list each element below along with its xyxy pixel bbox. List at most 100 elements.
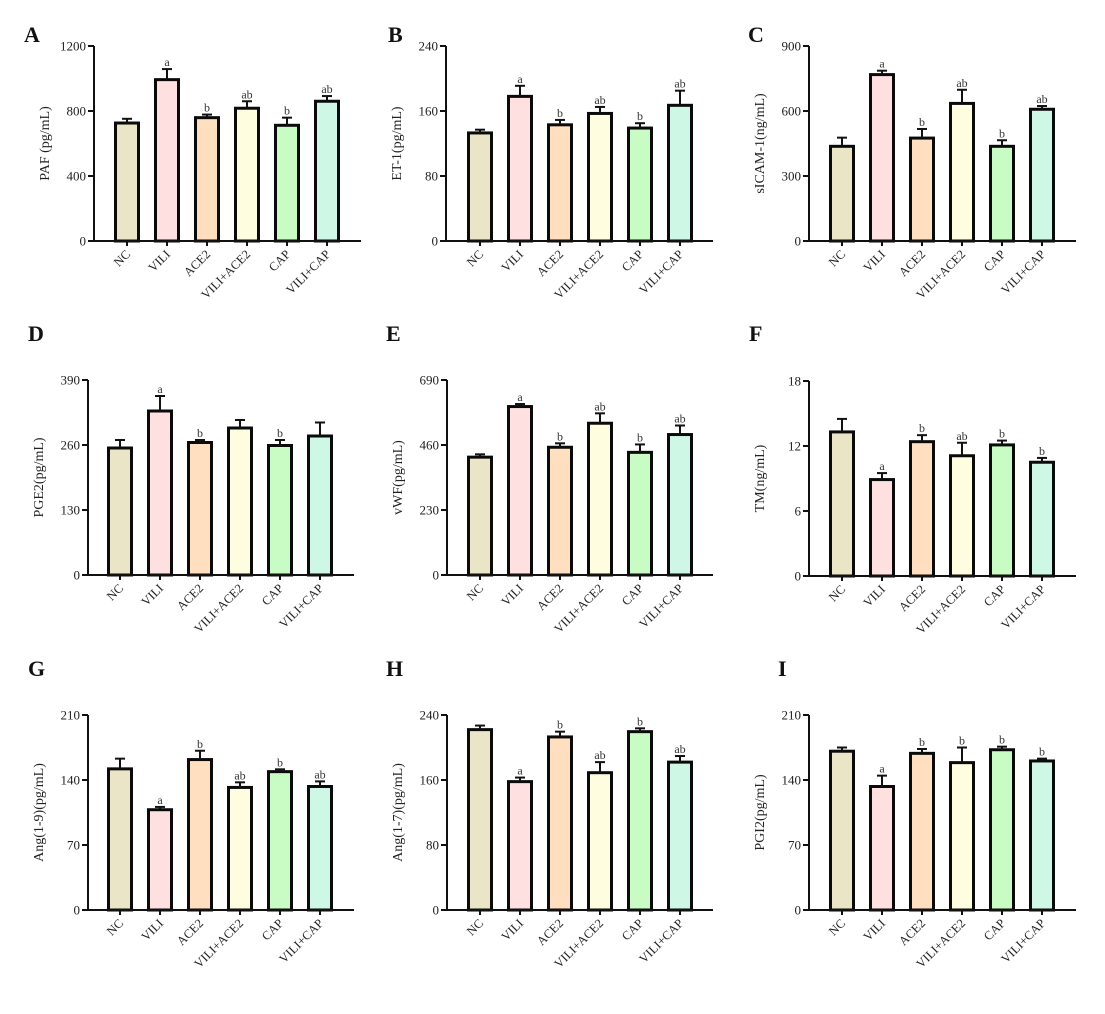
- bar-nc: [467, 131, 493, 243]
- panel-letter: E: [386, 321, 401, 346]
- y-tick-label: 0: [795, 903, 802, 918]
- panel-e: EvWF(pg/mL)NCaVILIbACE2abVILI+ACE2bCAPab…: [386, 321, 713, 636]
- significance-label: a: [157, 793, 163, 807]
- x-tick-label: CAP: [266, 247, 293, 274]
- y-tick-label: 390: [61, 373, 81, 388]
- x-tick-label: VILI: [861, 916, 889, 944]
- panel-d: DPGE2(pg/mL)NCaVILIbACE2VILI+ACE2bCAPVIL…: [28, 321, 354, 636]
- x-tick-label: NC: [111, 247, 133, 269]
- y-tick-label: 460: [420, 438, 440, 453]
- significance-label: b: [959, 734, 965, 748]
- significance-label: ab: [956, 429, 967, 443]
- significance-label: ab: [1036, 92, 1047, 106]
- x-tick-label: CAP: [259, 916, 286, 943]
- significance-label: b: [277, 426, 283, 440]
- y-tick-label: 140: [61, 773, 81, 788]
- x-tick-label: NC: [464, 916, 486, 938]
- panel-i: IPGI2(pg/mL)NCaVILIbACE2bVILI+ACE2bCAPbV…: [753, 656, 1076, 971]
- y-tick-label: 900: [782, 39, 802, 54]
- panel-letter: G: [28, 656, 45, 681]
- y-tick-label: 18: [788, 374, 801, 389]
- significance-label: b: [919, 421, 925, 435]
- y-axis-title: PGE2(pg/mL): [32, 437, 47, 517]
- bar-vili: [507, 780, 533, 912]
- x-tick-label: ACE2: [534, 916, 566, 948]
- panel-letter: A: [24, 22, 40, 47]
- y-tick-label: 600: [782, 104, 802, 119]
- y-axis-title: Ang(1-9)(pg/mL): [32, 763, 47, 862]
- bar-cap: [627, 450, 653, 577]
- y-tick-label: 0: [80, 234, 87, 249]
- x-tick-label: NC: [826, 582, 848, 604]
- y-tick-label: 210: [61, 708, 81, 723]
- x-tick-label: ACE2: [174, 916, 206, 948]
- y-tick-label: 80: [425, 169, 438, 184]
- bar-vili-plus-ace2: [587, 771, 613, 912]
- bar-cap: [989, 144, 1015, 243]
- y-axis-title: sICAM-1(ng/mL): [753, 93, 768, 194]
- significance-label: a: [157, 382, 163, 396]
- significance-label: b: [637, 109, 643, 123]
- x-tick-label: CAP: [619, 247, 646, 274]
- x-tick-label: CAP: [981, 916, 1008, 943]
- y-tick-label: 160: [420, 773, 440, 788]
- y-tick-label: 160: [419, 104, 439, 119]
- y-tick-label: 690: [420, 373, 440, 388]
- x-tick-label: ACE2: [896, 247, 928, 279]
- bar-ace2: [194, 116, 220, 243]
- bar-vili-plus-ace2: [949, 454, 975, 578]
- y-tick-label: 0: [795, 569, 802, 584]
- x-tick-label: VILI: [146, 247, 174, 275]
- significance-label: ab: [594, 748, 605, 762]
- x-tick-label: VILI: [499, 247, 527, 275]
- x-tick-label: ACE2: [534, 581, 566, 613]
- bar-ace2: [547, 735, 573, 912]
- bar-vili: [507, 405, 533, 577]
- y-tick-label: 260: [61, 438, 81, 453]
- x-tick-label: NC: [464, 247, 486, 269]
- panel-letter: C: [748, 22, 764, 47]
- panel-g: GAng(1-9)(pg/mL)NCaVILIbACE2abVILI+ACE2b…: [28, 656, 354, 971]
- bar-vili-plus-ace2: [234, 106, 260, 243]
- bar-nc: [114, 121, 140, 243]
- bar-vili-plus-ace2: [587, 421, 613, 577]
- bar-ace2: [547, 123, 573, 243]
- significance-label: b: [197, 737, 203, 751]
- x-tick-label: VILI: [139, 916, 167, 944]
- significance-label: ab: [674, 742, 685, 756]
- y-tick-label: 140: [782, 773, 802, 788]
- bar-vili-plus-cap: [667, 433, 693, 577]
- significance-label: a: [879, 459, 885, 473]
- bar-vili-plus-cap: [314, 99, 340, 243]
- bar-vili-plus-cap: [1029, 460, 1055, 578]
- x-tick-label: NC: [464, 581, 486, 603]
- y-tick-label: 6: [795, 504, 802, 519]
- significance-label: b: [204, 101, 210, 115]
- x-tick-label: ACE2: [534, 247, 566, 279]
- bar-cap: [267, 444, 293, 577]
- y-tick-label: 240: [420, 708, 440, 723]
- x-tick-label: VILI: [861, 582, 889, 610]
- y-axis-title: TM(ng/mL): [753, 444, 768, 512]
- significance-label: b: [637, 430, 643, 444]
- x-tick-label: ACE2: [896, 916, 928, 948]
- panel-c: CsICAM-1(ng/mL)NCaVILIbACE2abVILI+ACE2bC…: [748, 22, 1076, 302]
- y-tick-label: 70: [67, 838, 80, 853]
- x-tick-label: CAP: [981, 582, 1008, 609]
- x-tick-label: VILI+CAP: [998, 247, 1048, 297]
- y-tick-label: 400: [67, 169, 87, 184]
- significance-label: a: [879, 762, 885, 776]
- bar-vili: [507, 94, 533, 243]
- bar-vili-plus-cap: [307, 434, 333, 577]
- bar-vili: [147, 409, 173, 577]
- x-tick-label: VILI+CAP: [276, 916, 326, 966]
- bar-ace2: [187, 758, 213, 912]
- panel-b: BET-1(pg/mL)NCaVILIbACE2abVILI+ACE2bCAPa…: [388, 22, 713, 302]
- significance-label: ab: [594, 93, 605, 107]
- bar-vili-plus-cap: [1029, 759, 1055, 912]
- bar-nc: [107, 446, 133, 577]
- bar-ace2: [909, 136, 935, 243]
- y-tick-label: 0: [74, 903, 81, 918]
- significance-label: ab: [234, 768, 245, 782]
